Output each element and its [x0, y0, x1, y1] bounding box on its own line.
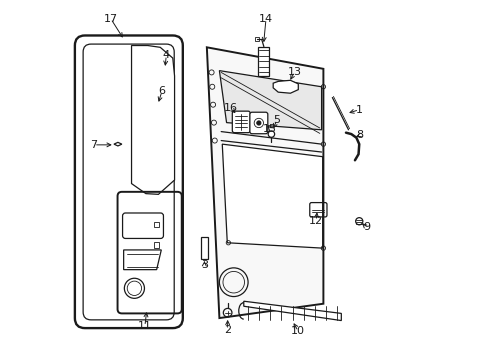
FancyBboxPatch shape	[232, 111, 250, 133]
Text: 14: 14	[259, 14, 272, 24]
Polygon shape	[219, 71, 321, 130]
Text: 6: 6	[158, 86, 165, 96]
Bar	[255, 37, 258, 41]
Text: 11: 11	[138, 321, 151, 331]
Text: 1: 1	[355, 105, 362, 115]
FancyBboxPatch shape	[249, 112, 267, 134]
Text: 9: 9	[362, 222, 369, 232]
Bar	[154, 242, 159, 248]
Text: 3: 3	[201, 260, 207, 270]
Bar	[154, 222, 159, 226]
Text: 17: 17	[103, 14, 118, 24]
Text: 13: 13	[287, 67, 301, 77]
Text: 2: 2	[224, 325, 231, 335]
Text: 5: 5	[273, 115, 280, 125]
Polygon shape	[273, 80, 298, 93]
Polygon shape	[206, 47, 323, 318]
Polygon shape	[244, 301, 341, 320]
Circle shape	[355, 218, 362, 225]
Polygon shape	[222, 144, 322, 248]
Text: 4: 4	[163, 50, 169, 60]
Text: 8: 8	[356, 130, 363, 140]
Text: 16: 16	[224, 103, 238, 113]
Circle shape	[256, 121, 261, 125]
Polygon shape	[131, 45, 174, 194]
Bar	[201, 237, 207, 259]
Circle shape	[267, 131, 274, 137]
Bar	[258, 46, 269, 76]
Polygon shape	[114, 142, 122, 146]
Text: 12: 12	[308, 216, 323, 226]
Polygon shape	[123, 250, 161, 270]
Text: 10: 10	[291, 326, 305, 336]
Text: 7: 7	[90, 140, 97, 150]
Text: 15: 15	[263, 124, 277, 134]
